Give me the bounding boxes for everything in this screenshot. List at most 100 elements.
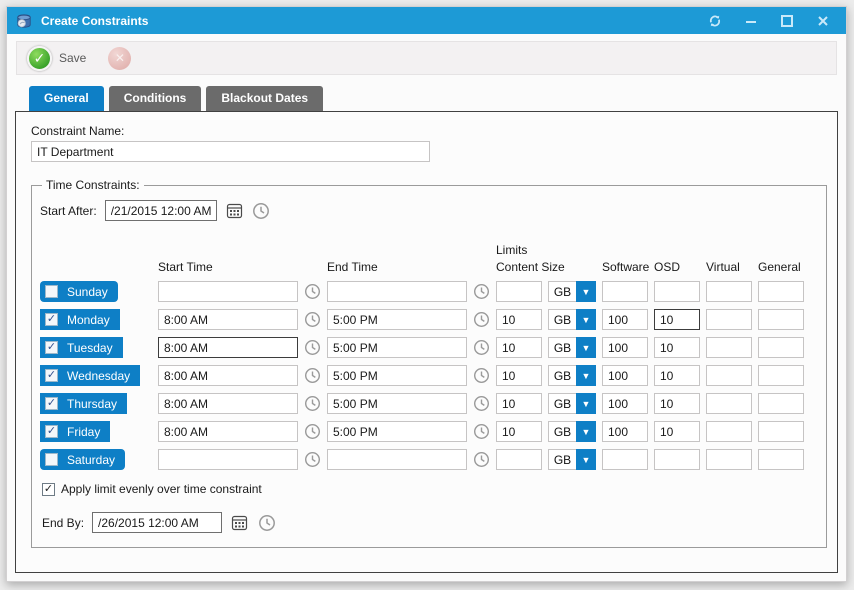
general-input[interactable] (758, 337, 804, 358)
end-by-input[interactable] (92, 512, 223, 533)
software-input[interactable] (602, 449, 648, 470)
start-after-input[interactable] (104, 200, 217, 221)
clock-icon[interactable] (473, 423, 490, 440)
end-time-input[interactable] (327, 421, 467, 442)
unit-dropdown[interactable]: GB ▼ (548, 309, 596, 330)
clock-icon[interactable] (304, 367, 321, 384)
day-toggle[interactable]: ✓ Friday (40, 421, 111, 442)
clock-icon[interactable] (304, 395, 321, 412)
clock-icon[interactable] (473, 367, 490, 384)
osd-input[interactable] (654, 337, 700, 358)
content-size-input[interactable] (496, 421, 542, 442)
software-input[interactable] (602, 421, 648, 442)
virtual-input[interactable] (706, 365, 752, 386)
start-time-input[interactable] (158, 393, 298, 414)
software-input[interactable] (602, 337, 648, 358)
clock-icon[interactable] (304, 423, 321, 440)
day-toggle[interactable]: ✓ Thursday (40, 393, 128, 414)
software-input[interactable] (602, 309, 648, 330)
day-toggle[interactable]: ✓ Tuesday (40, 337, 123, 358)
general-input[interactable] (758, 393, 804, 414)
content-size-input[interactable] (496, 281, 542, 302)
start-time-input[interactable] (158, 281, 298, 302)
general-input[interactable] (758, 421, 804, 442)
clock-icon[interactable] (257, 513, 276, 532)
unit-dropdown[interactable]: GB ▼ (548, 393, 596, 414)
virtual-input[interactable] (706, 281, 752, 302)
end-time-input[interactable] (327, 309, 467, 330)
osd-input[interactable] (654, 365, 700, 386)
day-toggle[interactable]: Saturday (40, 449, 126, 470)
general-input[interactable] (758, 365, 804, 386)
virtual-input[interactable] (706, 421, 752, 442)
virtual-input[interactable] (706, 309, 752, 330)
start-time-input[interactable] (158, 337, 298, 358)
apply-limit-checkbox[interactable]: ✓ (42, 482, 55, 496)
end-time-input[interactable] (327, 365, 467, 386)
osd-input[interactable] (654, 421, 700, 442)
end-time-input[interactable] (327, 393, 467, 414)
cancel-icon[interactable]: ✕ (108, 46, 132, 70)
day-toggle[interactable]: ✓ Wednesday (40, 365, 141, 386)
software-input[interactable] (602, 281, 648, 302)
end-time-input[interactable] (327, 449, 467, 470)
chevron-down-icon[interactable]: ▼ (576, 365, 596, 386)
osd-input[interactable] (654, 281, 700, 302)
calendar-icon[interactable] (225, 201, 244, 220)
constraint-name-input[interactable] (31, 141, 430, 162)
refresh-icon[interactable] (702, 11, 728, 31)
clock-icon[interactable] (473, 451, 490, 468)
chevron-down-icon[interactable]: ▼ (576, 449, 596, 470)
software-input[interactable] (602, 393, 648, 414)
software-input[interactable] (602, 365, 648, 386)
day-checkbox[interactable]: ✓ (45, 397, 58, 410)
tab-conditions[interactable]: Conditions (108, 86, 202, 111)
content-size-input[interactable] (496, 309, 542, 330)
clock-icon[interactable] (304, 311, 321, 328)
day-checkbox[interactable]: ✓ (45, 341, 58, 354)
day-checkbox[interactable]: ✓ (45, 369, 58, 382)
osd-input[interactable] (654, 309, 700, 330)
maximize-button[interactable] (774, 11, 800, 31)
clock-icon[interactable] (252, 201, 271, 220)
chevron-down-icon[interactable]: ▼ (576, 281, 596, 302)
virtual-input[interactable] (706, 337, 752, 358)
end-time-input[interactable] (327, 337, 467, 358)
osd-input[interactable] (654, 449, 700, 470)
minimize-button[interactable] (738, 11, 764, 31)
clock-icon[interactable] (473, 395, 490, 412)
unit-dropdown[interactable]: GB ▼ (548, 421, 596, 442)
general-input[interactable] (758, 449, 804, 470)
day-checkbox[interactable] (45, 453, 58, 466)
virtual-input[interactable] (706, 449, 752, 470)
chevron-down-icon[interactable]: ▼ (576, 421, 596, 442)
end-time-input[interactable] (327, 281, 467, 302)
start-time-input[interactable] (158, 421, 298, 442)
tab-general[interactable]: General (29, 86, 104, 111)
content-size-input[interactable] (496, 393, 542, 414)
clock-icon[interactable] (473, 283, 490, 300)
clock-icon[interactable] (473, 311, 490, 328)
start-time-input[interactable] (158, 449, 298, 470)
clock-icon[interactable] (473, 339, 490, 356)
clock-icon[interactable] (304, 451, 321, 468)
unit-dropdown[interactable]: GB ▼ (548, 449, 596, 470)
calendar-icon[interactable] (230, 513, 249, 532)
content-size-input[interactable] (496, 365, 542, 386)
unit-dropdown[interactable]: GB ▼ (548, 337, 596, 358)
start-time-input[interactable] (158, 365, 298, 386)
virtual-input[interactable] (706, 393, 752, 414)
day-checkbox[interactable]: ✓ (45, 313, 58, 326)
close-button[interactable] (810, 11, 836, 31)
day-toggle[interactable]: ✓ Monday (40, 309, 120, 330)
general-input[interactable] (758, 281, 804, 302)
chevron-down-icon[interactable]: ▼ (576, 309, 596, 330)
tab-blackout-dates[interactable]: Blackout Dates (206, 86, 324, 111)
chevron-down-icon[interactable]: ▼ (576, 393, 596, 414)
osd-input[interactable] (654, 393, 700, 414)
start-time-input[interactable] (158, 309, 298, 330)
content-size-input[interactable] (496, 337, 542, 358)
clock-icon[interactable] (304, 339, 321, 356)
day-checkbox[interactable] (45, 285, 58, 298)
chevron-down-icon[interactable]: ▼ (576, 337, 596, 358)
